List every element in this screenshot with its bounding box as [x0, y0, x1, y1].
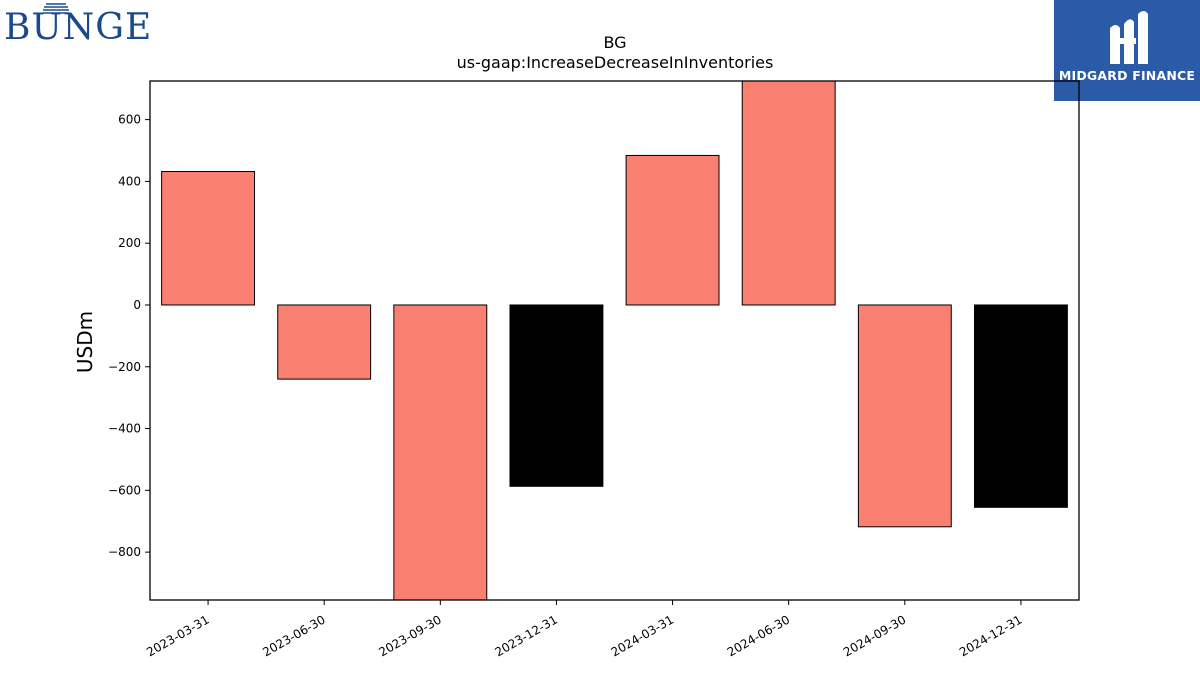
bar-2023-06-30: [277, 304, 372, 380]
bars-group: [161, 81, 1068, 600]
chart-subtitle: us-gaap:IncreaseDecreaseInInventories: [457, 53, 774, 72]
plot-area: 2023-03-31 2023-06-30 2023-09-30 2023-12-31…: [108, 80, 1080, 659]
y-tick-label: 200: [118, 236, 141, 250]
x-tick-label: 2024-09-30: [841, 612, 908, 659]
x-tick-label: 2023-09-30: [376, 612, 443, 659]
bunge-logo-text: BUNGE: [4, 7, 153, 48]
x-tick-label: 2023-06-30: [260, 612, 327, 659]
bar-2023-03-31: [161, 171, 256, 306]
midgard-mark-icon: [1110, 11, 1148, 64]
y-tick-label: −800: [108, 545, 141, 559]
bunge-sun-icon: [43, 3, 69, 14]
midgard-logo-text: MIDGARD FINANCE: [1058, 68, 1196, 83]
bar-2024-03-31: [625, 154, 720, 306]
bar-2023-12-31: [509, 304, 604, 487]
y-tick-label: −200: [108, 360, 141, 374]
y-tick-label: −400: [108, 422, 141, 436]
x-tick-label: 2023-12-31: [493, 612, 560, 659]
x-tick-label: 2024-12-31: [957, 612, 1024, 659]
y-tick-label: 0: [133, 298, 141, 312]
bar-2023-09-30: [393, 304, 488, 600]
y-tick-label: 600: [118, 113, 141, 127]
chart-title: BG: [603, 33, 626, 52]
y-tick-label: 400: [118, 174, 141, 188]
plot-frame: [149, 80, 1080, 601]
bar-2024-09-30: [857, 304, 952, 528]
x-tick-label: 2024-06-30: [725, 612, 792, 659]
y-axis-label: USDm: [73, 311, 97, 373]
x-tick-label: 2024-03-31: [609, 612, 676, 659]
y-tick-label: −600: [108, 483, 141, 497]
bar-2024-12-31: [973, 304, 1068, 508]
x-tick-label: 2023-03-31: [144, 612, 211, 659]
midgard-finance-logo: MIDGARD FINANCE: [1054, 0, 1200, 101]
bunge-logo: BUNGE: [4, 3, 174, 48]
bar-2024-06-30: [741, 81, 836, 306]
